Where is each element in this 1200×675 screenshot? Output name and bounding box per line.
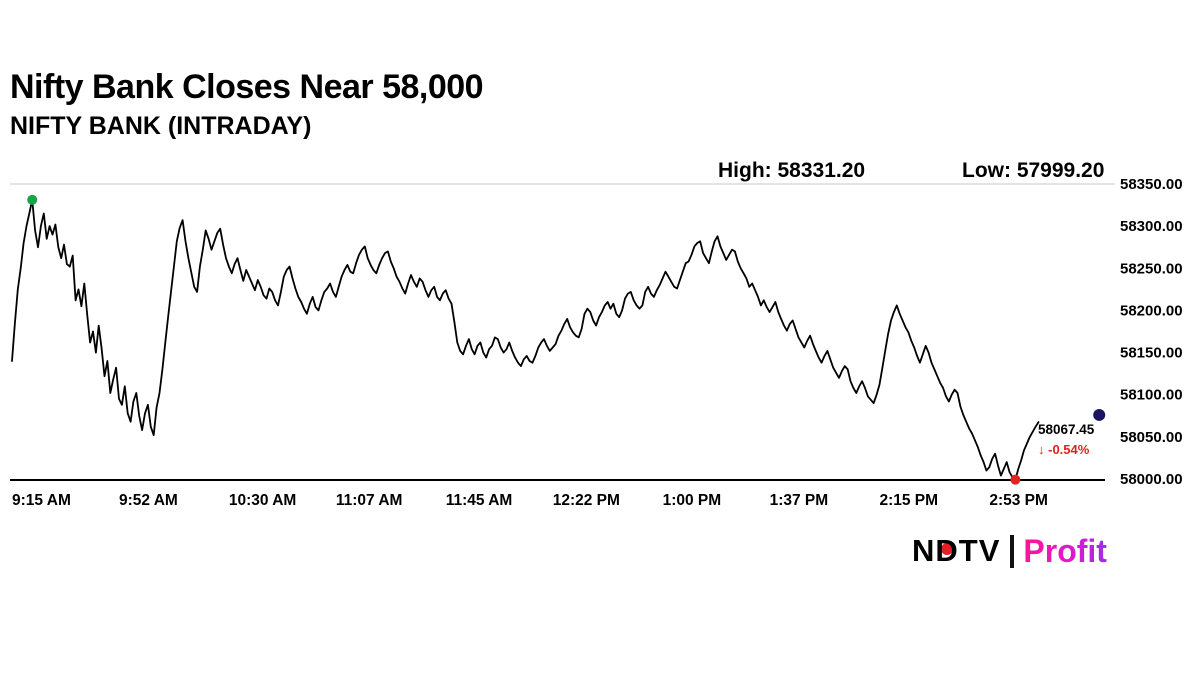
y-tick-label: 58150.00 bbox=[1120, 345, 1183, 362]
brand-logo: NDTV Profit bbox=[912, 530, 1107, 572]
y-tick-label: 58100.00 bbox=[1120, 387, 1183, 404]
x-tick-label: 1:37 PM bbox=[770, 492, 829, 509]
page-title: Nifty Bank Closes Near 58,000 bbox=[10, 68, 484, 106]
price-change: ↓ -0.54% bbox=[1038, 442, 1090, 457]
ndtv-logo: NDTV bbox=[912, 533, 1000, 569]
y-tick-label: 58200.00 bbox=[1120, 302, 1183, 319]
x-tick-label: 1:00 PM bbox=[663, 492, 722, 509]
x-tick-label: 11:07 AM bbox=[336, 492, 403, 509]
high-dot bbox=[27, 194, 38, 205]
y-tick-label: 58300.00 bbox=[1120, 218, 1183, 235]
x-tick-label: 10:30 AM bbox=[229, 492, 296, 509]
low-dot bbox=[1010, 474, 1021, 485]
profit-logo-text: Profit bbox=[1023, 532, 1107, 569]
x-tick-label: 2:53 PM bbox=[989, 492, 1048, 509]
y-tick-label: 58000.00 bbox=[1120, 471, 1183, 488]
edge-dot bbox=[1093, 408, 1106, 421]
x-tick-label: 11:45 AM bbox=[446, 492, 513, 509]
last-price-label: 58067.45 bbox=[1038, 422, 1095, 437]
low-value-label: Low: 57999.20 bbox=[962, 159, 1105, 182]
x-tick-label: 2:15 PM bbox=[879, 492, 938, 509]
y-tick-label: 58350.00 bbox=[1120, 176, 1183, 193]
high-value-label: High: 58331.20 bbox=[718, 159, 866, 182]
intraday-line-chart: 58350.00 58300.00 58250.00 58200.00 58150.00… bbox=[10, 176, 1183, 509]
x-tick-label: 9:15 AM bbox=[12, 492, 71, 509]
ndtv-red-dot-icon bbox=[941, 543, 953, 555]
price-line-series bbox=[11, 198, 1040, 481]
chart-subtitle: NIFTY BANK (INTRADAY) bbox=[10, 112, 312, 140]
x-tick-label: 12:22 PM bbox=[553, 492, 620, 509]
y-tick-label: 58050.00 bbox=[1120, 429, 1183, 446]
ndtv-logo-text: NDTV bbox=[912, 533, 1001, 568]
y-tick-label: 58250.00 bbox=[1120, 260, 1183, 277]
logo-separator bbox=[1010, 534, 1015, 568]
x-tick-label: 9:52 AM bbox=[119, 492, 178, 509]
